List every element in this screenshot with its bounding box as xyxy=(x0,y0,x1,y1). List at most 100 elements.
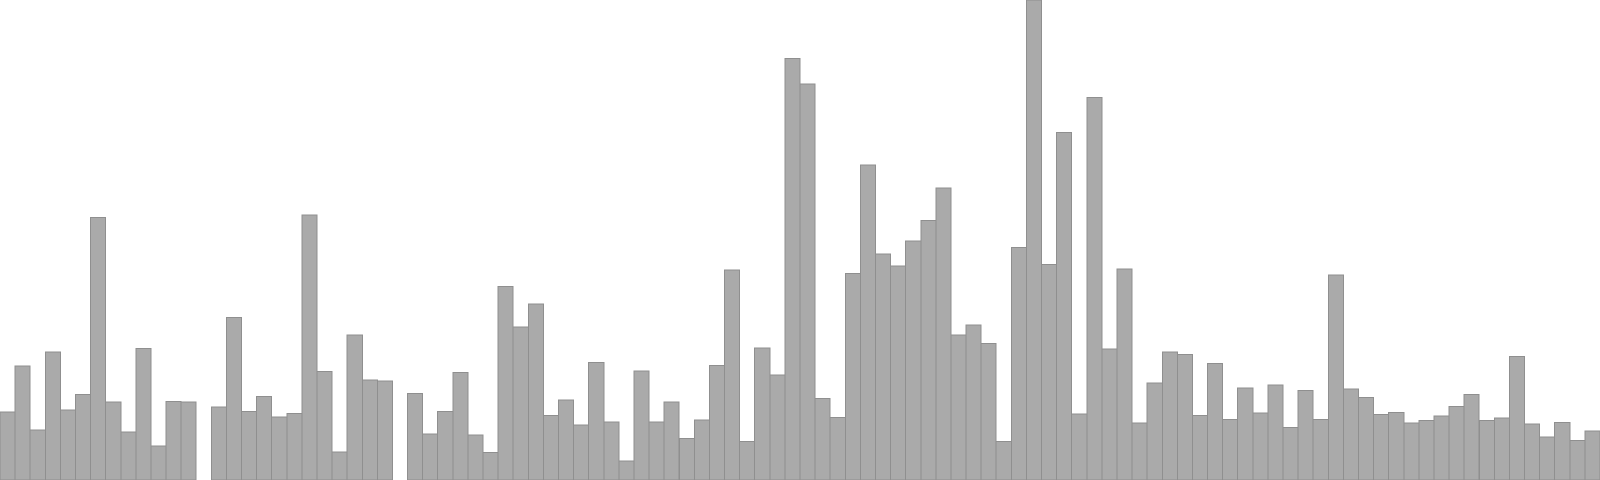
bar xyxy=(1237,387,1254,480)
bar xyxy=(1403,422,1420,480)
bar xyxy=(1010,247,1027,480)
bar xyxy=(995,441,1012,480)
bar xyxy=(271,416,288,480)
bar xyxy=(1056,131,1073,480)
bar xyxy=(120,431,137,480)
bar xyxy=(920,219,937,480)
bar xyxy=(874,253,892,480)
bar xyxy=(437,410,454,480)
bar xyxy=(1448,406,1465,480)
bar xyxy=(633,370,650,480)
bar xyxy=(890,265,907,480)
bar xyxy=(1101,348,1118,480)
bar xyxy=(1312,419,1329,480)
bar xyxy=(1478,419,1495,480)
bar xyxy=(0,411,16,480)
bar xyxy=(1176,354,1193,480)
bar xyxy=(1252,412,1269,480)
bar xyxy=(512,326,529,480)
bar xyxy=(1418,419,1435,480)
bar xyxy=(784,58,801,480)
bar xyxy=(1524,423,1541,480)
bar xyxy=(14,365,31,480)
bar xyxy=(1207,362,1224,480)
bar xyxy=(376,380,393,480)
bar xyxy=(844,273,861,480)
bar xyxy=(316,371,333,480)
bar xyxy=(829,417,846,480)
bar xyxy=(44,351,61,480)
bar xyxy=(1282,427,1299,480)
bar xyxy=(346,334,363,480)
bar xyxy=(1267,384,1284,480)
bar xyxy=(603,421,620,480)
bar xyxy=(361,379,378,480)
bar xyxy=(618,460,635,480)
bar xyxy=(1584,430,1600,480)
bar xyxy=(935,187,952,480)
bar xyxy=(1508,356,1526,480)
bar xyxy=(648,421,665,480)
bar xyxy=(422,433,439,480)
bar xyxy=(241,410,258,480)
bar xyxy=(105,401,122,480)
bar xyxy=(1357,396,1375,480)
bar xyxy=(210,406,227,480)
bar xyxy=(1131,422,1148,480)
bar xyxy=(74,394,92,480)
bar xyxy=(1071,413,1088,480)
bar xyxy=(165,400,182,480)
bar xyxy=(754,347,771,480)
bar xyxy=(256,395,273,480)
bar xyxy=(225,316,243,480)
bar xyxy=(301,214,318,480)
bar xyxy=(1146,382,1163,480)
bar xyxy=(527,303,544,480)
bar xyxy=(29,429,46,480)
bar xyxy=(814,397,831,480)
bar xyxy=(497,286,514,480)
bar xyxy=(1373,414,1390,480)
bar xyxy=(724,269,741,480)
bar xyxy=(150,445,167,480)
bar xyxy=(1191,415,1209,480)
bar xyxy=(286,412,303,480)
bar xyxy=(1327,274,1344,480)
bar xyxy=(678,438,695,480)
bar xyxy=(1222,419,1239,480)
bar xyxy=(1554,421,1571,480)
bar xyxy=(331,451,348,480)
bar xyxy=(1297,390,1314,480)
bar xyxy=(859,164,876,480)
bar xyxy=(1342,388,1359,480)
bar xyxy=(1116,268,1133,480)
bar xyxy=(1025,0,1043,480)
bar xyxy=(950,334,967,480)
bar xyxy=(1463,394,1480,480)
bar xyxy=(407,393,424,480)
bar xyxy=(542,415,559,480)
bar xyxy=(693,419,710,480)
bar xyxy=(180,401,197,480)
bar xyxy=(467,434,484,480)
bar xyxy=(482,452,499,480)
bar xyxy=(135,347,152,480)
bar xyxy=(663,401,680,480)
bar xyxy=(708,364,726,480)
bar xyxy=(573,424,590,480)
bar xyxy=(1569,440,1586,480)
bar xyxy=(452,371,469,480)
bar xyxy=(1433,415,1450,480)
bar xyxy=(1539,436,1556,480)
bar xyxy=(1493,417,1510,480)
bar xyxy=(588,361,605,480)
bar xyxy=(1161,351,1178,480)
bar xyxy=(59,409,76,480)
bar xyxy=(769,374,786,480)
bar xyxy=(1041,263,1058,480)
bar xyxy=(980,343,997,480)
bar xyxy=(90,216,107,480)
